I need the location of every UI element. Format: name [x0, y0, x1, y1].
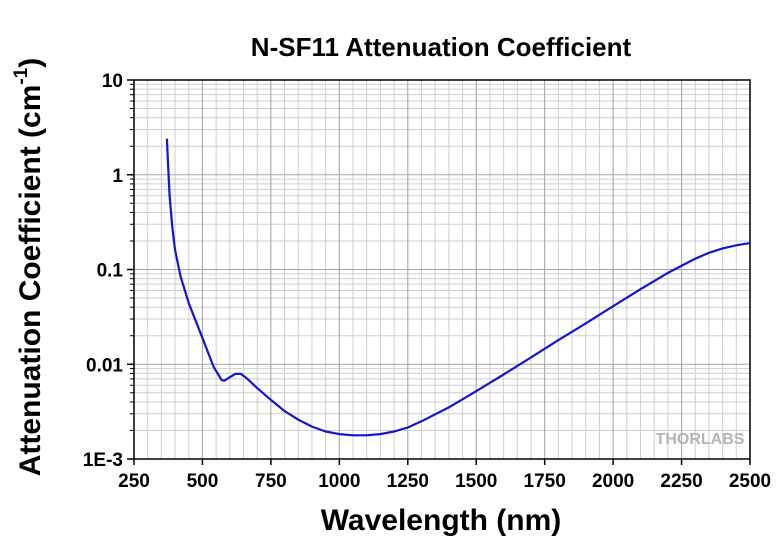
chart-title: N-SF11 Attenuation Coefficient — [251, 32, 632, 62]
y-axis-label-suffix: ) — [14, 58, 47, 68]
x-tick-label: 1500 — [455, 471, 497, 492]
x-tick-label: 2000 — [592, 471, 634, 492]
series-line — [165, 138, 751, 437]
x-tick-label: 2500 — [729, 471, 771, 492]
x-tick-label: 250 — [118, 471, 150, 492]
y-tick-label: 1E-3 — [83, 450, 123, 471]
y-tick-label: 1 — [112, 166, 123, 187]
x-axis-ticks: 250 500 750 1000 1250 1500 1750 2000 2250 2500 — [118, 459, 771, 492]
x-tick-label: 1250 — [387, 471, 429, 492]
y-tick-label: 10 — [102, 71, 123, 92]
thorlabs-watermark: THORLABS — [656, 431, 745, 448]
x-tick-label: 1750 — [524, 471, 566, 492]
y-axis-ticks: 1E-3 0.01 0.1 1 10 — [83, 71, 134, 471]
x-tick-label: 1000 — [318, 471, 360, 492]
x-axis-label: Wavelength (nm) — [321, 504, 562, 537]
y-axis-label-superscript: -1 — [11, 67, 32, 84]
y-axis-label-main: Attenuation Coefficient (cm — [14, 85, 47, 477]
x-tick-label: 500 — [187, 471, 219, 492]
y-tick-label: 0.01 — [86, 355, 123, 376]
y-axis-label: Attenuation Coefficient (cm-1) — [11, 58, 47, 477]
y-tick-label: 0.1 — [97, 261, 124, 282]
x-tick-label: 750 — [255, 471, 287, 492]
x-tick-label: 2250 — [660, 471, 702, 492]
